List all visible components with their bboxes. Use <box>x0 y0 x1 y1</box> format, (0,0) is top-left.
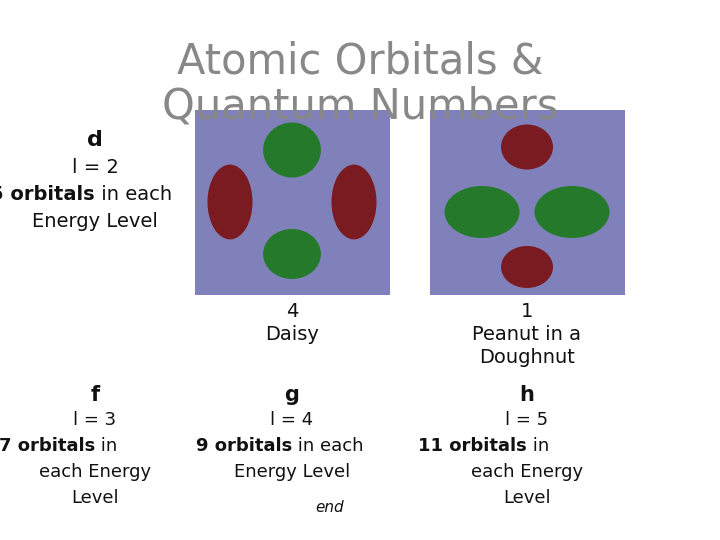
Bar <box>195 110 390 295</box>
Text: Level: Level <box>503 489 551 507</box>
Text: f: f <box>91 385 99 405</box>
Text: 5 orbitals: 5 orbitals <box>0 185 95 204</box>
Text: l = 5: l = 5 <box>505 411 549 429</box>
Text: l = 4: l = 4 <box>271 411 314 429</box>
Text: Energy Level: Energy Level <box>234 463 350 481</box>
Ellipse shape <box>263 229 321 279</box>
Text: h: h <box>520 385 534 405</box>
Ellipse shape <box>207 165 253 239</box>
Text: Atomic Orbitals &: Atomic Orbitals & <box>177 40 543 82</box>
Text: in: in <box>95 437 117 455</box>
Bar <box>430 110 625 295</box>
Text: 11 orbitals: 11 orbitals <box>418 437 527 455</box>
Text: g: g <box>284 385 300 405</box>
Text: in each: in each <box>292 437 364 455</box>
Text: Daisy: Daisy <box>265 325 319 344</box>
Ellipse shape <box>331 165 377 239</box>
Text: l = 3: l = 3 <box>73 411 117 429</box>
Text: Quantum Numbers: Quantum Numbers <box>162 85 558 127</box>
Ellipse shape <box>501 125 553 170</box>
Text: Level: Level <box>71 489 119 507</box>
Text: 4: 4 <box>286 302 298 321</box>
Ellipse shape <box>444 186 520 238</box>
Ellipse shape <box>501 246 553 288</box>
Text: Doughnut: Doughnut <box>479 348 575 367</box>
Text: in: in <box>527 437 549 455</box>
Text: 9 orbitals: 9 orbitals <box>196 437 292 455</box>
Text: 7 orbitals: 7 orbitals <box>0 437 95 455</box>
Text: d: d <box>87 130 103 150</box>
Text: in each: in each <box>95 185 172 204</box>
Text: each Energy: each Energy <box>39 463 151 481</box>
Ellipse shape <box>263 123 321 178</box>
Text: l = 2: l = 2 <box>71 158 118 177</box>
Text: end: end <box>315 500 344 515</box>
Text: Peanut in a: Peanut in a <box>472 325 582 344</box>
Ellipse shape <box>534 186 610 238</box>
Text: each Energy: each Energy <box>471 463 583 481</box>
Text: Energy Level: Energy Level <box>32 212 158 231</box>
Text: 1: 1 <box>521 302 534 321</box>
